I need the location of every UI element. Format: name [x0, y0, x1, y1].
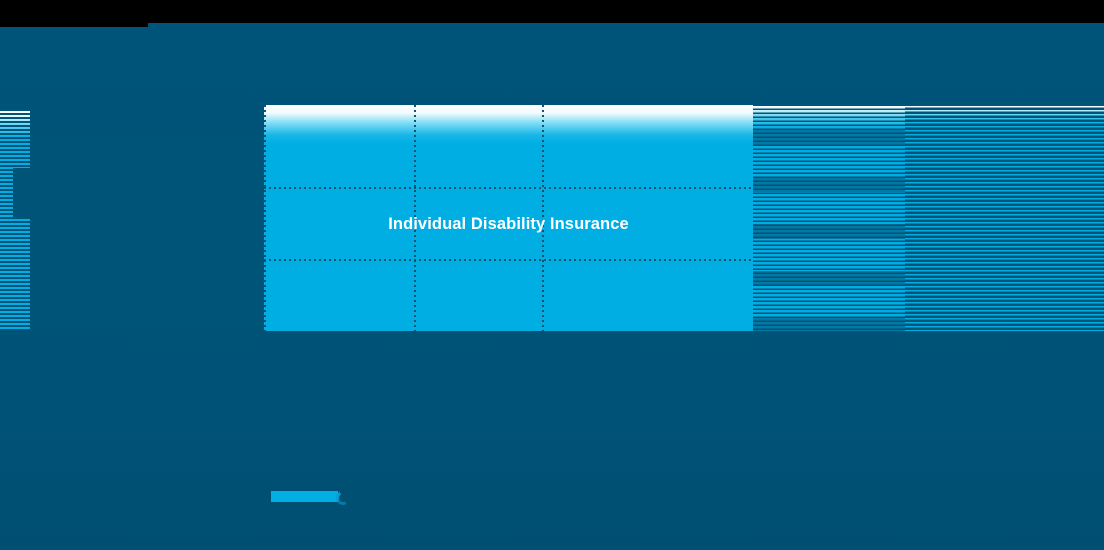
brand-mark-icon: [334, 489, 352, 507]
grid-line-vertical-left: [264, 105, 266, 331]
stripe-pattern-right-outer: [905, 106, 1104, 331]
grid-line-horizontal-lower: [264, 259, 753, 261]
stripe-pattern-right-inner: [751, 106, 905, 331]
brand-logo-bar: [271, 491, 338, 502]
grid-line-vertical-mid1: [414, 105, 416, 331]
grid-line-horizontal-upper: [264, 187, 753, 189]
grid-line-vertical-mid2: [542, 105, 544, 331]
stripe-pattern-left-cutout: [13, 168, 31, 218]
slide-title: Individual Disability Insurance: [388, 214, 629, 233]
title-panel: Individual Disability Insurance: [264, 105, 753, 331]
stripe-pattern-left: [0, 111, 30, 330]
letterbox-bar: [0, 0, 1104, 23]
letterbox-bar-notch: [0, 0, 148, 27]
